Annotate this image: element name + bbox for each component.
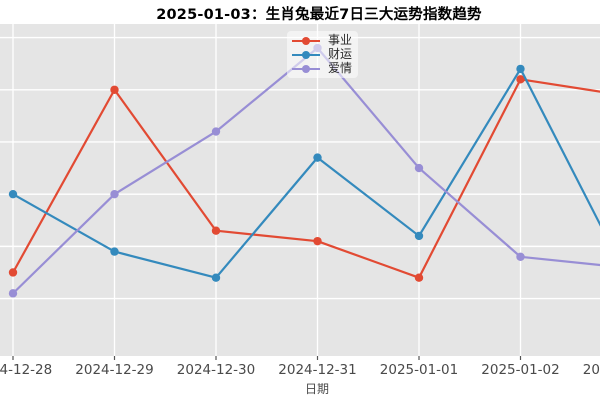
x-tick-label: 2025-01-01 [379,362,459,378]
legend-item-label: 爱情 [328,61,353,75]
data-point-事业 [110,85,119,94]
data-point-爱情 [516,252,525,262]
data-point-事业 [313,236,322,246]
legend-item: 事业 [291,34,352,47]
data-point-财运 [516,64,525,74]
legend-item-label: 财运 [328,47,353,61]
data-point-事业 [8,268,18,277]
data-point-事业 [211,226,221,235]
chart-title: 2025-01-03：生肖兔最近7日三大运势指数趋势 [156,7,482,23]
legend-item: 财运 [291,48,352,61]
legend-line-marker-icon [292,36,320,45]
data-point-财运 [110,247,119,256]
legend-item-label: 事业 [328,33,353,47]
x-tick-label: 2024-12-30 [176,362,256,378]
legend-item: 爱情 [291,62,352,75]
legend: 事业 财运 爱情 [287,31,359,78]
data-point-财运 [8,189,18,199]
x-tick-label: 2024-12-28 [0,362,53,378]
x-axis-tick-labels: 2024-12-28 2024-12-29 2024-12-30 2024-12-31… [0,362,600,380]
data-point-事业 [516,75,525,84]
x-tick-label: 2024-12-29 [75,362,154,378]
legend-line-marker-icon [292,50,320,59]
x-tick-label: 2025-01-03 [582,362,600,378]
data-point-爱情 [414,163,424,173]
plot-area [0,24,600,356]
data-point-财运 [211,273,221,282]
x-tick-label: 2024-12-31 [278,362,357,378]
data-point-爱情 [110,189,119,199]
x-tick-label: 2025-01-02 [481,362,560,378]
data-point-爱情 [8,289,18,298]
data-point-财运 [313,153,322,162]
data-point-财运 [414,231,424,241]
x-axis-title: 日期 [304,382,330,396]
legend-line-marker-icon [292,64,320,73]
data-point-事业 [414,273,424,282]
data-point-爱情 [211,127,221,136]
